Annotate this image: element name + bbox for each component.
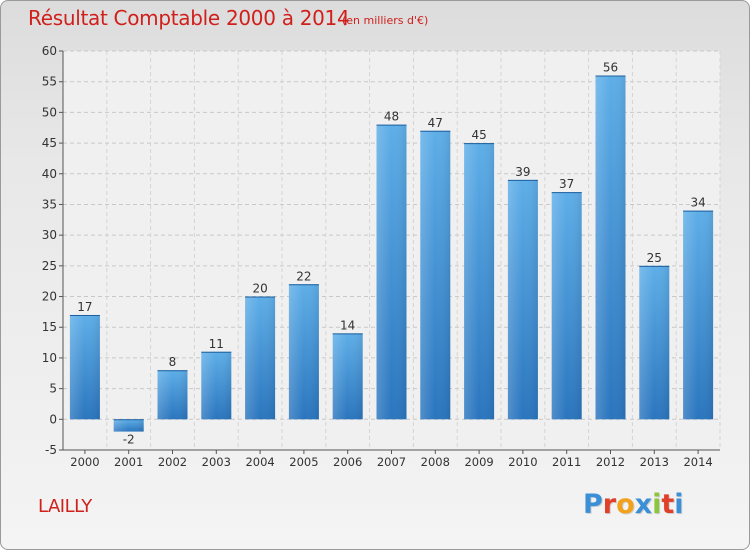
x-tick-label: 2003 — [202, 455, 231, 469]
y-tick-label: -5 — [45, 443, 57, 457]
bar-shading — [245, 296, 276, 420]
y-tick-label: 0 — [49, 412, 57, 426]
x-tick-label: 2010 — [508, 455, 537, 469]
y-tick-label: 10 — [42, 351, 57, 365]
x-tick-label: 2002 — [158, 455, 187, 469]
bar-shading — [113, 419, 144, 432]
x-tick-label: 2009 — [464, 455, 493, 469]
data-label: 56 — [603, 61, 618, 75]
y-tick-label: 45 — [42, 136, 57, 150]
data-label: 34 — [690, 196, 705, 210]
y-tick-label: 60 — [42, 44, 57, 58]
bar-shading — [288, 284, 319, 420]
data-label: 37 — [559, 177, 574, 191]
data-label: 20 — [252, 282, 267, 296]
y-tick-label: 55 — [42, 75, 57, 89]
bar-shading — [639, 265, 670, 420]
bar-shading — [201, 351, 232, 420]
data-label: 17 — [77, 300, 92, 314]
logo-letter: P — [583, 489, 603, 520]
y-tick-label: 15 — [42, 320, 57, 334]
y-tick-label: 35 — [42, 197, 57, 211]
data-label: 11 — [209, 337, 224, 351]
bar-shading — [507, 179, 538, 420]
logo-letter: o — [616, 489, 635, 520]
logo-letter: t — [661, 489, 675, 520]
data-label: 14 — [340, 318, 355, 332]
bar-shading — [595, 75, 626, 420]
y-tick-label: 5 — [49, 382, 57, 396]
x-tick-label: 2008 — [421, 455, 450, 469]
y-tick-label: 20 — [42, 290, 57, 304]
x-tick-label: 2000 — [70, 455, 99, 469]
logo-letter: i — [674, 489, 684, 520]
data-label: 8 — [169, 355, 177, 369]
data-label: 48 — [384, 110, 399, 124]
proxiti-logo: Proxiti — [583, 489, 684, 520]
x-tick-label: 2001 — [114, 455, 143, 469]
chart-subtitle: (en milliers d'€) — [342, 14, 429, 27]
place-name: LAILLY — [38, 496, 92, 517]
bar-shading — [157, 370, 188, 420]
bar-shading — [376, 124, 407, 420]
x-tick-label: 2005 — [289, 455, 318, 469]
bar-shading — [69, 314, 100, 420]
bar-shading — [551, 192, 582, 420]
logo-letter: x — [634, 489, 653, 520]
x-tick-label: 2007 — [377, 455, 406, 469]
y-tick-label: 40 — [42, 167, 57, 181]
bar-shading — [683, 210, 714, 420]
data-label: 39 — [515, 165, 530, 179]
data-label: 45 — [471, 128, 486, 142]
data-label: 47 — [428, 116, 443, 130]
x-tick-label: 2004 — [245, 455, 274, 469]
y-tick-label: 30 — [42, 228, 57, 242]
x-tick-label: 2013 — [640, 455, 669, 469]
bar-shading — [464, 143, 495, 420]
data-label: 25 — [647, 251, 662, 265]
y-tick-label: 50 — [42, 105, 57, 119]
data-label: -2 — [123, 433, 135, 447]
x-tick-label: 2014 — [683, 455, 712, 469]
y-tick-label: 25 — [42, 259, 57, 273]
x-tick-label: 2011 — [552, 455, 581, 469]
logo-letter: i — [652, 489, 662, 520]
x-tick-label: 2012 — [596, 455, 625, 469]
bar-shading — [332, 333, 363, 420]
data-label: 22 — [296, 269, 311, 283]
bar-shading — [420, 130, 451, 420]
logo-letter: r — [602, 489, 617, 520]
x-tick-label: 2006 — [333, 455, 362, 469]
chart-title: Résultat Comptable 2000 à 2014 — [28, 6, 350, 30]
